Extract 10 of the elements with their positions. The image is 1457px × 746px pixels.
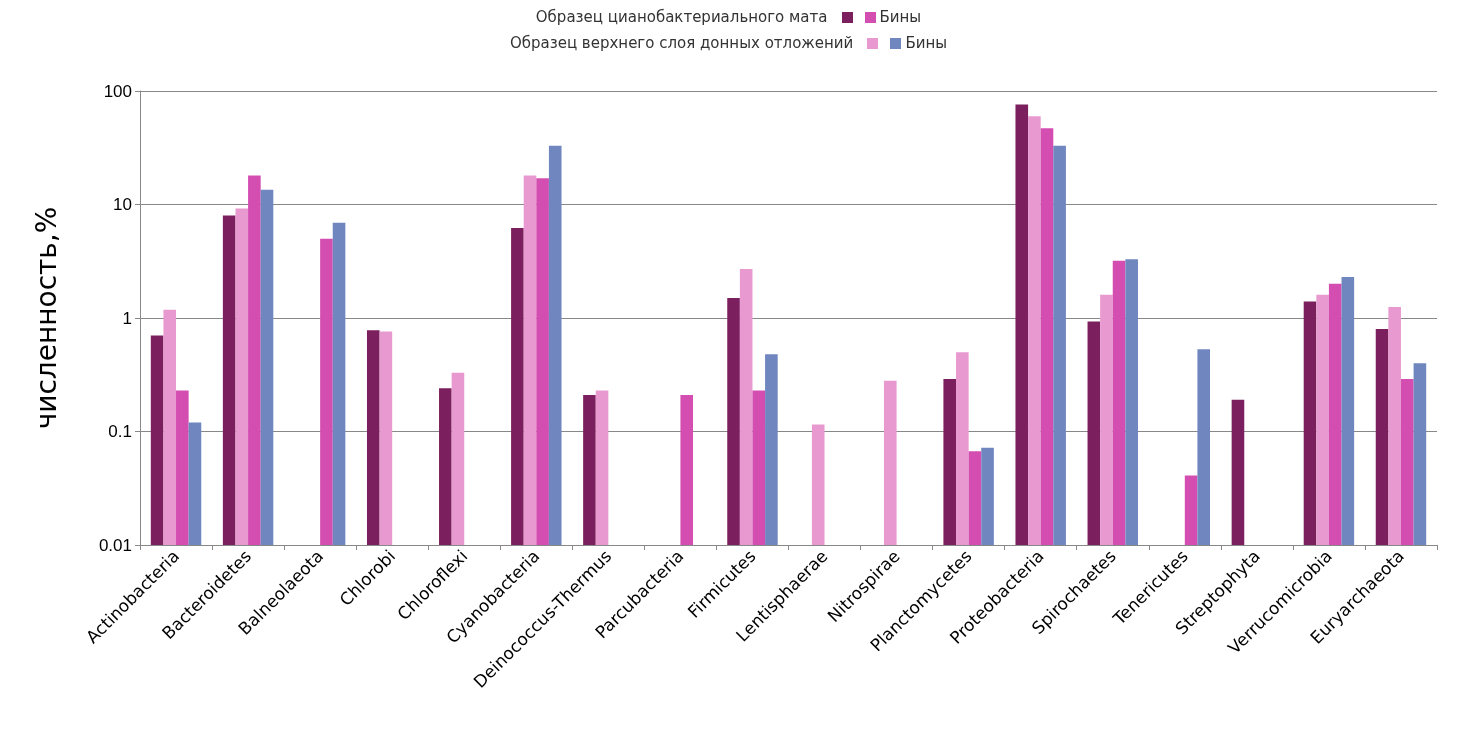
- y-tick-label: 10: [113, 195, 132, 214]
- text: Образец верхнего слоя донных отложений: [509, 34, 854, 52]
- text: Образец цианобактериального мата: [535, 8, 828, 26]
- y-axis-title: численность,%: [29, 206, 63, 430]
- y-tick-label: 0.1: [108, 422, 132, 441]
- legend-label: Бины: [879, 8, 922, 26]
- y-tick-label: 1: [122, 308, 132, 328]
- legend-label: Бины: [905, 34, 948, 52]
- y-tick-label: 100: [103, 81, 132, 101]
- y-tick-label: 0.01: [98, 535, 132, 555]
